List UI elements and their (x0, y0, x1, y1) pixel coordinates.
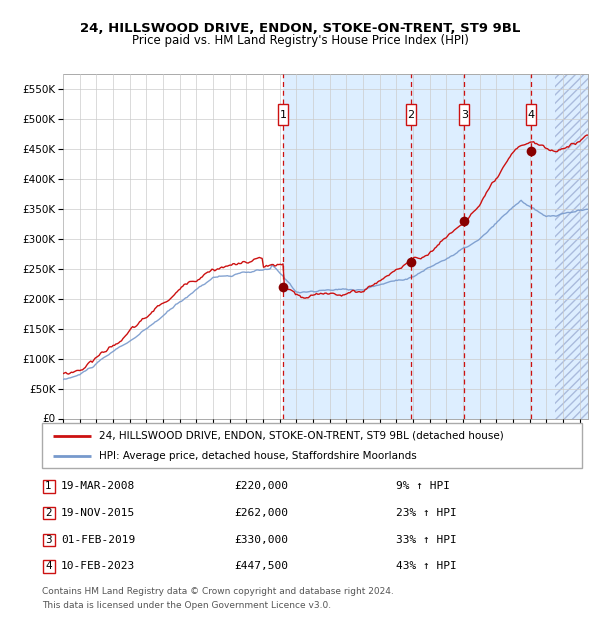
Text: 10-FEB-2023: 10-FEB-2023 (61, 561, 136, 572)
Text: 3: 3 (45, 534, 52, 545)
Text: 1: 1 (280, 110, 287, 120)
Text: 23% ↑ HPI: 23% ↑ HPI (396, 508, 457, 518)
Bar (554, 74, 588, 418)
Text: 3: 3 (461, 110, 468, 120)
Text: £262,000: £262,000 (234, 508, 288, 518)
FancyBboxPatch shape (43, 507, 55, 519)
Bar (554, 74, 588, 418)
Text: 2: 2 (45, 508, 52, 518)
Text: 2: 2 (407, 110, 415, 120)
FancyBboxPatch shape (43, 480, 55, 492)
Text: 4: 4 (528, 110, 535, 120)
Bar (283, 74, 554, 418)
Text: Contains HM Land Registry data © Crown copyright and database right 2024.: Contains HM Land Registry data © Crown c… (42, 587, 394, 596)
Text: 19-MAR-2008: 19-MAR-2008 (61, 481, 136, 492)
Text: Price paid vs. HM Land Registry's House Price Index (HPI): Price paid vs. HM Land Registry's House … (131, 34, 469, 47)
Text: This data is licensed under the Open Government Licence v3.0.: This data is licensed under the Open Gov… (42, 601, 331, 610)
FancyBboxPatch shape (460, 104, 469, 125)
FancyBboxPatch shape (42, 423, 582, 468)
Text: 1: 1 (45, 481, 52, 492)
FancyBboxPatch shape (526, 104, 536, 125)
Text: £447,500: £447,500 (234, 561, 288, 572)
Text: HPI: Average price, detached house, Staffordshire Moorlands: HPI: Average price, detached house, Staf… (98, 451, 416, 461)
Text: 43% ↑ HPI: 43% ↑ HPI (396, 561, 457, 572)
Text: 24, HILLSWOOD DRIVE, ENDON, STOKE-ON-TRENT, ST9 9BL: 24, HILLSWOOD DRIVE, ENDON, STOKE-ON-TRE… (80, 22, 520, 35)
FancyBboxPatch shape (43, 534, 55, 546)
Text: £220,000: £220,000 (234, 481, 288, 492)
FancyBboxPatch shape (406, 104, 416, 125)
FancyBboxPatch shape (43, 560, 55, 572)
Text: 9% ↑ HPI: 9% ↑ HPI (396, 481, 450, 492)
Text: 19-NOV-2015: 19-NOV-2015 (61, 508, 136, 518)
FancyBboxPatch shape (278, 104, 289, 125)
Text: 24, HILLSWOOD DRIVE, ENDON, STOKE-ON-TRENT, ST9 9BL (detached house): 24, HILLSWOOD DRIVE, ENDON, STOKE-ON-TRE… (98, 430, 503, 441)
Text: 33% ↑ HPI: 33% ↑ HPI (396, 534, 457, 545)
Text: £330,000: £330,000 (234, 534, 288, 545)
Text: 01-FEB-2019: 01-FEB-2019 (61, 534, 136, 545)
Text: 4: 4 (45, 561, 52, 572)
